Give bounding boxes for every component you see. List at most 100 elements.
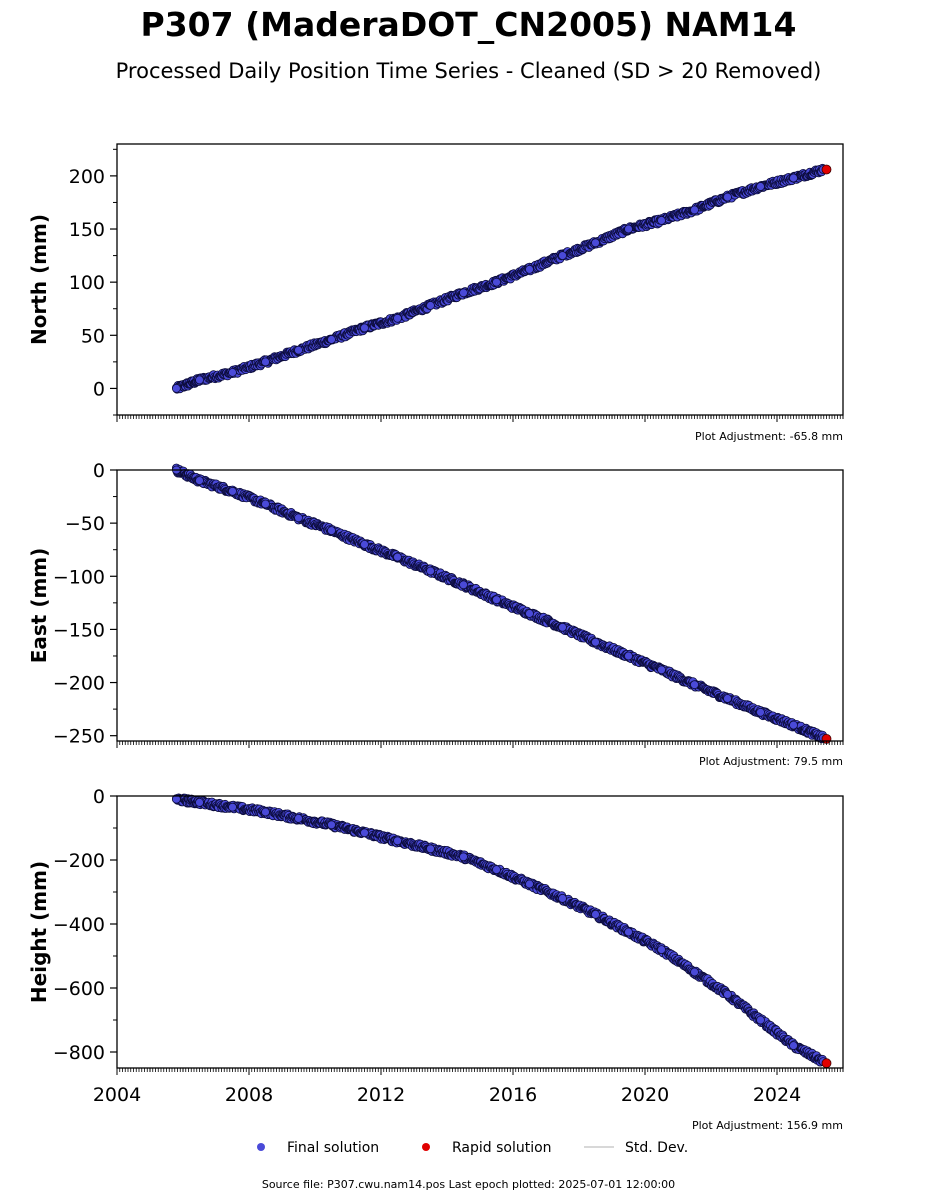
final-solution-marker [228, 368, 237, 377]
final-solution-marker [492, 277, 501, 287]
y-tick-label: −400 [53, 914, 105, 936]
final-solution-marker [459, 852, 468, 862]
x-tick-label: 2004 [93, 1084, 141, 1106]
y-tick-label: −50 [65, 513, 105, 535]
final-solution-marker [525, 264, 534, 274]
final-solution-marker [195, 476, 204, 486]
final-solution-marker [195, 798, 204, 807]
final-solution-marker [657, 665, 666, 675]
final-solution-marker [657, 945, 666, 954]
y-axis-label: East (mm) [27, 548, 51, 664]
final-solution-marker [591, 637, 600, 647]
final-solution-marker [426, 566, 435, 576]
final-solution-marker [558, 894, 567, 903]
final-solution-marker [492, 595, 501, 605]
y-tick-label: 100 [69, 272, 105, 294]
y-tick-label: −200 [53, 850, 105, 872]
x-tick-label: 2024 [753, 1084, 801, 1106]
final-solution-marker [723, 192, 732, 202]
final-solution-marker [789, 173, 798, 183]
final-solution-marker [525, 879, 534, 889]
x-tick-label: 2012 [357, 1084, 405, 1106]
final-solution-marker [789, 1041, 798, 1050]
final-solution-marker [195, 375, 204, 385]
legend-rapid-marker [422, 1143, 430, 1151]
y-tick-label: 0 [93, 378, 105, 400]
final-solution-marker [459, 288, 468, 298]
final-solution-marker [426, 301, 435, 310]
source-footer: Source file: P307.cwu.nam14.pos Last epo… [262, 1178, 675, 1191]
final-solution-marker [228, 486, 237, 496]
y-axis-label: Height (mm) [27, 861, 51, 1003]
final-solution-marker [690, 680, 699, 690]
y-tick-label: 200 [69, 166, 105, 188]
east-panel: 0 −50 −100 −150 −200 −250 East (mm) Plot Adjust… [27, 460, 844, 768]
final-solution-marker [393, 313, 402, 323]
height-panel: 0 −200 −400 −600 −800 2004 2008 2012 2016 2020 202… [27, 786, 844, 1132]
legend-final-label: Final solution [287, 1140, 379, 1156]
final-solution-cloud [171, 793, 827, 1067]
figure-subtitle: Processed Daily Position Time Series - C… [116, 59, 822, 83]
final-solution-marker [690, 205, 699, 215]
final-solution-marker [393, 836, 402, 846]
final-solution-marker [591, 238, 600, 248]
final-solution-marker [492, 865, 501, 874]
final-solution-marker [327, 820, 336, 830]
final-solution-marker [294, 513, 303, 523]
x-tick-label: 2008 [225, 1084, 273, 1106]
final-solution-marker [558, 251, 567, 261]
final-solution-marker [360, 828, 369, 838]
final-solution-marker [591, 910, 600, 919]
y-tick-label: 0 [93, 786, 105, 808]
final-solution-marker [624, 651, 633, 661]
final-solution-marker [327, 335, 336, 344]
final-solution-marker [393, 552, 402, 562]
final-solution-marker [294, 814, 303, 823]
y-tick-label: 50 [81, 325, 105, 347]
final-solution-marker [261, 499, 270, 509]
final-solution-marker [789, 720, 798, 730]
plot-adjustment: Plot Adjustment: 156.9 mm [692, 1119, 843, 1132]
final-solution-marker [525, 609, 534, 618]
final-solution-marker [360, 323, 369, 333]
plot-frame [116, 795, 844, 1069]
final-solution-marker [327, 526, 336, 535]
x-tick-label: 2016 [489, 1084, 537, 1106]
final-solution-marker [558, 622, 567, 632]
final-solution-marker [624, 927, 633, 937]
north-panel: 0 50 100 150 200 North (mm) Plot Adjustment: -… [27, 143, 844, 443]
x-tick-label: 2020 [621, 1084, 669, 1106]
plot-adjustment: Plot Adjustment: 79.5 mm [699, 755, 843, 768]
legend-std-label: Std. Dev. [625, 1140, 688, 1156]
y-tick-label: −250 [53, 726, 105, 748]
y-tick-label: −100 [53, 566, 105, 588]
y-tick-label: −150 [53, 619, 105, 641]
y-tick-label: 0 [93, 460, 105, 482]
final-solution-marker [360, 540, 369, 549]
rapid-solution-point [821, 1058, 832, 1069]
y-tick-label: −200 [53, 673, 105, 695]
final-solution-marker [690, 967, 699, 977]
legend-rapid-label: Rapid solution [452, 1140, 552, 1156]
y-tick-label: 150 [69, 219, 105, 241]
final-solution-marker [756, 1015, 765, 1025]
y-tick-label: −800 [53, 1042, 105, 1064]
final-solution-marker [723, 694, 732, 703]
y-tick-label: −600 [53, 978, 105, 1000]
final-solution-marker [756, 182, 765, 191]
final-solution-marker [723, 990, 732, 999]
final-solution-marker [657, 216, 666, 225]
rapid-solution-point [821, 164, 832, 175]
y-axis-label: North (mm) [27, 214, 51, 345]
final-solution-marker [624, 224, 633, 234]
final-solution-marker [459, 580, 468, 590]
final-solution-marker [261, 357, 270, 367]
legend-final-marker [257, 1143, 265, 1151]
final-solution-marker [426, 844, 435, 854]
final-solution-marker [294, 345, 303, 355]
final-solution-marker [171, 383, 181, 393]
plot-adjustment: Plot Adjustment: -65.8 mm [695, 430, 843, 443]
final-solution-marker [171, 794, 181, 804]
figure-title: P307 (MaderaDOT_CN2005) NAM14 [141, 5, 797, 44]
